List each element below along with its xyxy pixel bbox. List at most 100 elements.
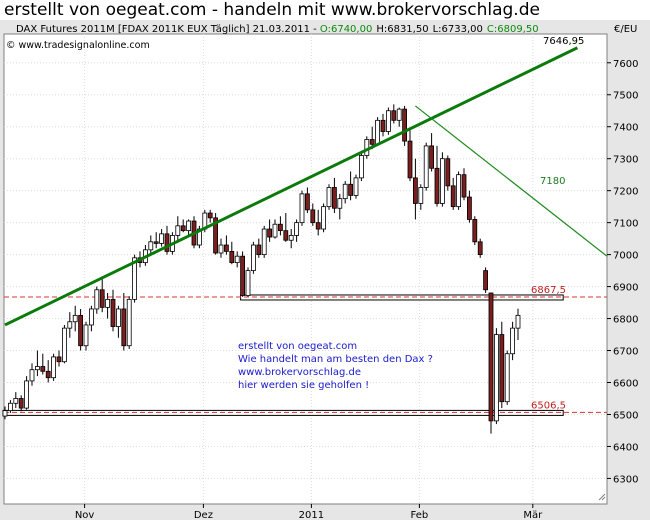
candle-up bbox=[2, 410, 8, 417]
trendlines bbox=[4, 46, 608, 327]
candle-up bbox=[510, 327, 516, 355]
candle-up bbox=[218, 244, 224, 254]
candle-up bbox=[375, 119, 381, 145]
candle-up bbox=[353, 177, 359, 196]
candle-down bbox=[488, 292, 494, 422]
candle-down bbox=[121, 308, 127, 347]
candle-down bbox=[450, 185, 456, 208]
candle-down bbox=[434, 167, 440, 204]
candle-up bbox=[116, 308, 121, 327]
close-value: C:6809,50 bbox=[487, 24, 539, 35]
candlestick-chart: 6867,5 6506,5 6300 6400 6500 6600 6700 6800 690… bbox=[2, 24, 638, 521]
candle-up bbox=[288, 235, 294, 241]
candle-up bbox=[24, 380, 30, 409]
candle-up bbox=[148, 241, 154, 251]
y-tick-label: 7500 bbox=[613, 91, 638, 102]
candle-down bbox=[402, 108, 408, 142]
candle-up bbox=[186, 220, 192, 232]
annotation-line-4: hier werden sie geholfen ! bbox=[238, 380, 369, 391]
candle-down bbox=[407, 140, 413, 179]
candle-down bbox=[56, 356, 62, 363]
candle-up bbox=[105, 298, 110, 308]
chart-frame: 6867,5 6506,5 6300 6400 6500 6600 6700 6800 690… bbox=[0, 20, 650, 521]
page-title: erstellt von oegeat.com - handeln mit ww… bbox=[4, 0, 540, 20]
candle-down bbox=[164, 233, 170, 252]
x-axis-ticks: Nov Dez 2011 Feb Mär bbox=[75, 510, 543, 521]
candle-down bbox=[331, 187, 337, 209]
candle-down bbox=[256, 244, 262, 256]
uptrend-label: 7646,95 bbox=[543, 36, 584, 47]
candle-down bbox=[412, 177, 418, 204]
y-tick-label: 7200 bbox=[613, 187, 638, 198]
candle-up bbox=[7, 402, 13, 412]
open-value: O:6740,00 bbox=[320, 24, 372, 35]
candle-up bbox=[439, 158, 445, 204]
candle-down bbox=[78, 314, 83, 347]
resize-grip-icon[interactable] bbox=[598, 493, 606, 501]
candle-up bbox=[13, 398, 19, 404]
support-level-label: 6506,5 bbox=[531, 400, 566, 411]
candle-up bbox=[132, 257, 138, 300]
candle-up bbox=[418, 187, 424, 204]
y-tick-label: 6900 bbox=[613, 283, 638, 294]
candle-down bbox=[223, 244, 229, 252]
candle-down bbox=[283, 230, 289, 241]
y-tick-label: 6700 bbox=[613, 347, 638, 358]
candle-down bbox=[472, 219, 478, 243]
candle-up bbox=[35, 366, 40, 371]
candle-up bbox=[515, 314, 521, 329]
y-tick-label: 6800 bbox=[613, 315, 638, 326]
currency-label: €/EU bbox=[614, 24, 637, 35]
downtrend-label: 7180 bbox=[540, 176, 565, 187]
grid bbox=[4, 34, 611, 508]
candle-down bbox=[240, 255, 246, 296]
candle-down bbox=[180, 225, 186, 232]
candle-up bbox=[261, 228, 267, 256]
candle-down bbox=[477, 241, 483, 256]
candle-down bbox=[153, 241, 159, 244]
candle-down bbox=[369, 139, 375, 145]
high-value: H:6831,50 bbox=[376, 24, 428, 35]
chart-header: DAX Futures 2011M [FDAX 2011K EUX Täglic… bbox=[16, 24, 539, 35]
x-tick-label: Nov bbox=[75, 510, 95, 520]
x-tick-label: Mär bbox=[523, 510, 543, 520]
candle-up bbox=[504, 353, 510, 403]
candle-up bbox=[456, 174, 462, 208]
candle-up bbox=[299, 193, 305, 224]
candle-down bbox=[380, 119, 386, 132]
candle-up bbox=[29, 369, 35, 382]
candle-up bbox=[196, 228, 202, 246]
candle-up bbox=[51, 356, 56, 379]
candle-up bbox=[294, 222, 300, 236]
candle-up bbox=[423, 145, 429, 188]
candle-up bbox=[250, 244, 256, 271]
y-tick-label: 7400 bbox=[613, 123, 638, 134]
annotation-line-3: www.brokervorschlag.de bbox=[238, 367, 361, 378]
source-label: © www.tradesignalonline.com bbox=[6, 40, 150, 51]
candle-down bbox=[18, 398, 24, 409]
y-tick-label: 7100 bbox=[613, 219, 638, 230]
candle-down bbox=[310, 209, 316, 224]
candle-down bbox=[213, 217, 219, 254]
candle-down bbox=[110, 298, 116, 327]
chart-labels: 7646,95 7180 bbox=[540, 36, 584, 187]
x-tick-label: Dez bbox=[194, 510, 213, 520]
candle-up bbox=[126, 298, 132, 347]
instrument-label: DAX Futures 2011M [FDAX 2011K EUX Täglic… bbox=[16, 24, 320, 35]
candle-up bbox=[159, 233, 165, 244]
y-tick-label: 6500 bbox=[613, 410, 638, 421]
candle-up bbox=[234, 255, 240, 264]
candle-down bbox=[461, 174, 467, 198]
y-axis-ticks: 6300 6400 6500 6600 6700 6800 6900 7000 7100 7200… bbox=[613, 59, 638, 486]
candle-down bbox=[229, 251, 235, 264]
candle-up bbox=[83, 324, 89, 347]
candle-up bbox=[67, 321, 73, 329]
candle-down bbox=[348, 183, 354, 196]
candle-up bbox=[89, 308, 94, 326]
y-tick-label: 6400 bbox=[613, 442, 638, 453]
candle-down bbox=[304, 193, 310, 211]
y-tick-label: 7600 bbox=[613, 59, 638, 70]
candle-up bbox=[337, 198, 343, 209]
candle-up bbox=[72, 314, 78, 323]
candle-down bbox=[466, 196, 472, 220]
